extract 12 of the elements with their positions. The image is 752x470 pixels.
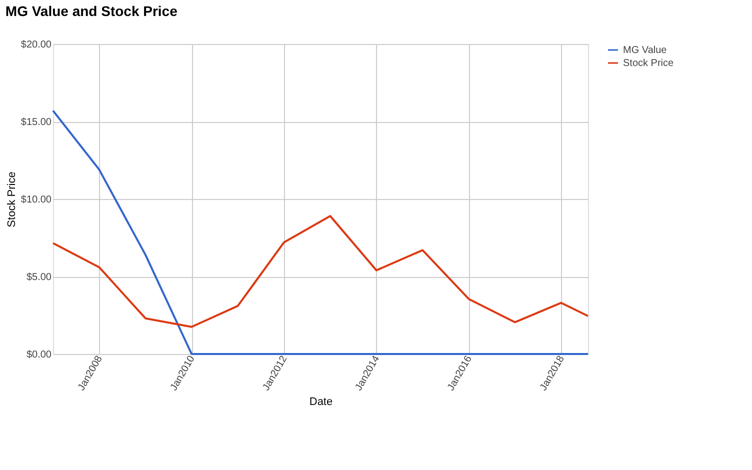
y-tick-label: $5.00 <box>26 272 52 283</box>
line-series <box>52 110 589 355</box>
y-tick-label: $20.00 <box>20 40 52 50</box>
y-tick-label: $0.00 <box>26 350 52 360</box>
x-axis-title: Date <box>309 396 333 408</box>
y-tick-label: $10.00 <box>20 194 52 206</box>
chart-title: MG Value and Stock Price <box>5 3 178 19</box>
y-axis-title: Stock Price <box>6 172 18 228</box>
legend-label: Stock Price <box>623 58 674 69</box>
line-series <box>52 215 589 328</box>
legend-label: MG Value <box>623 45 668 56</box>
y-tick-label: $15.00 <box>20 117 52 128</box>
